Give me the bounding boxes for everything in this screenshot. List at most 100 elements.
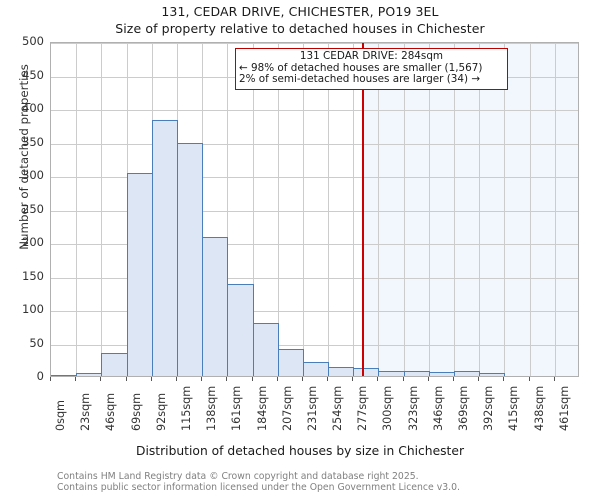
gridline-vertical <box>76 43 77 376</box>
gridline-vertical <box>353 43 354 376</box>
x-tick-mark <box>175 377 177 381</box>
gridline-vertical <box>101 43 102 376</box>
x-tick-mark <box>478 377 480 381</box>
x-tick-mark <box>528 377 530 381</box>
gridline-horizontal <box>51 244 578 245</box>
shaded-region-right <box>362 43 578 376</box>
x-tick-label: 161sqm <box>230 385 244 431</box>
y-tick-label: 400 <box>22 101 44 115</box>
y-tick-label: 50 <box>29 335 44 350</box>
x-tick-mark <box>553 377 555 381</box>
x-tick-mark <box>226 377 228 381</box>
gridline-vertical <box>454 43 455 376</box>
y-tick-label: 450 <box>22 67 44 82</box>
histogram-bar <box>328 367 354 376</box>
x-tick-label: 207sqm <box>280 385 294 431</box>
gridline-vertical <box>530 43 531 376</box>
x-tick-mark <box>453 377 455 381</box>
histogram-bar <box>429 371 455 376</box>
x-tick-mark <box>201 377 203 381</box>
x-tick-mark <box>301 377 303 381</box>
x-tick-mark <box>276 377 278 381</box>
gridline-vertical <box>303 43 304 376</box>
gridline-horizontal <box>51 345 578 346</box>
gridline-vertical <box>504 43 505 376</box>
annotation-line-larger: 2% of semi-detached houses are larger (3… <box>239 73 481 86</box>
chart-title: 131, CEDAR DRIVE, CHICHESTER, PO19 3EL <box>161 4 439 19</box>
x-tick-mark <box>50 377 51 381</box>
histogram-bar <box>278 349 304 376</box>
x-tick-label: 438sqm <box>532 385 546 431</box>
gridline-horizontal <box>51 144 578 145</box>
property-annotation-box: 131 CEDAR DRIVE: 284sqm ← 98% of detache… <box>235 48 508 90</box>
x-tick-label: 392sqm <box>482 385 496 431</box>
x-tick-label: 277sqm <box>356 385 370 431</box>
histogram-bar <box>127 173 153 376</box>
footer-line-2: Contains public sector information licen… <box>57 481 460 493</box>
x-tick-label: 0sqm <box>54 400 67 431</box>
y-axis-label: Number of detached properties <box>17 64 31 250</box>
x-tick-mark <box>352 377 354 381</box>
gridline-horizontal <box>51 177 578 178</box>
histogram-bar <box>202 237 228 376</box>
histogram-bar <box>479 372 505 376</box>
x-tick-mark <box>251 377 253 381</box>
gridline-vertical <box>404 43 405 376</box>
histogram-bar <box>101 352 128 376</box>
histogram-bar <box>51 374 77 376</box>
histogram-bar <box>303 361 329 376</box>
gridline-vertical <box>253 43 254 376</box>
histogram-bar <box>227 283 254 376</box>
x-tick-mark <box>100 377 102 381</box>
x-tick-mark <box>327 377 329 381</box>
y-tick-label: 100 <box>22 302 44 316</box>
x-tick-mark <box>402 377 404 381</box>
y-tick-label: 200 <box>22 235 44 249</box>
annotation-line-title: 131 CEDAR DRIVE: 284sqm <box>299 50 444 62</box>
footer-line-1: Contains HM Land Registry data © Crown c… <box>57 471 419 482</box>
x-tick-label: 115sqm <box>179 385 193 431</box>
x-tick-label: 23sqm <box>79 392 93 431</box>
x-tick-label: 46sqm <box>104 392 118 431</box>
gridline-vertical <box>479 43 480 376</box>
x-tick-mark <box>150 377 152 381</box>
x-tick-label: 92sqm <box>154 392 168 431</box>
gridline-horizontal <box>51 311 578 312</box>
x-tick-label: 184sqm <box>255 385 269 431</box>
x-tick-mark <box>75 377 77 381</box>
x-tick-label: 69sqm <box>129 392 143 431</box>
gridline-horizontal <box>51 43 578 44</box>
histogram-bar <box>454 371 480 376</box>
x-tick-mark <box>427 377 429 381</box>
x-tick-label: 138sqm <box>205 385 219 431</box>
x-tick-mark <box>503 377 505 381</box>
x-tick-label: 415sqm <box>507 385 521 431</box>
y-tick-label: 250 <box>22 201 44 216</box>
property-size-marker-line <box>362 43 364 376</box>
x-tick-label: 300sqm <box>381 385 395 431</box>
histogram-bar <box>253 323 279 376</box>
x-tick-label: 323sqm <box>406 385 420 431</box>
gridline-vertical <box>378 43 379 376</box>
y-tick-label: 300 <box>22 168 44 182</box>
y-tick-label: 500 <box>22 34 44 48</box>
histogram-bar <box>353 367 379 376</box>
x-tick-mark <box>377 377 379 381</box>
histogram-bar <box>152 120 178 376</box>
histogram-bar <box>378 370 405 376</box>
x-tick-label: 346sqm <box>431 385 445 431</box>
footer-attribution: Contains HM Land Registry data © Crown c… <box>57 471 460 493</box>
gridline-vertical <box>227 43 228 376</box>
x-axis-label: Distribution of detached houses by size … <box>136 444 464 458</box>
x-tick-label: 231sqm <box>305 385 319 431</box>
gridline-vertical <box>278 43 279 376</box>
y-tick-label: 150 <box>22 268 44 283</box>
gridline-horizontal <box>51 278 578 279</box>
chart-subtitle: Size of property relative to detached ho… <box>115 21 485 36</box>
gridline-vertical <box>555 43 556 376</box>
annotation-line-smaller: ← 98% of detached houses are smaller (1,… <box>239 61 483 74</box>
y-tick-label: 0 <box>36 369 44 383</box>
x-tick-label: 369sqm <box>457 385 471 431</box>
gridline-vertical <box>328 43 329 376</box>
histogram-bar <box>177 142 203 376</box>
